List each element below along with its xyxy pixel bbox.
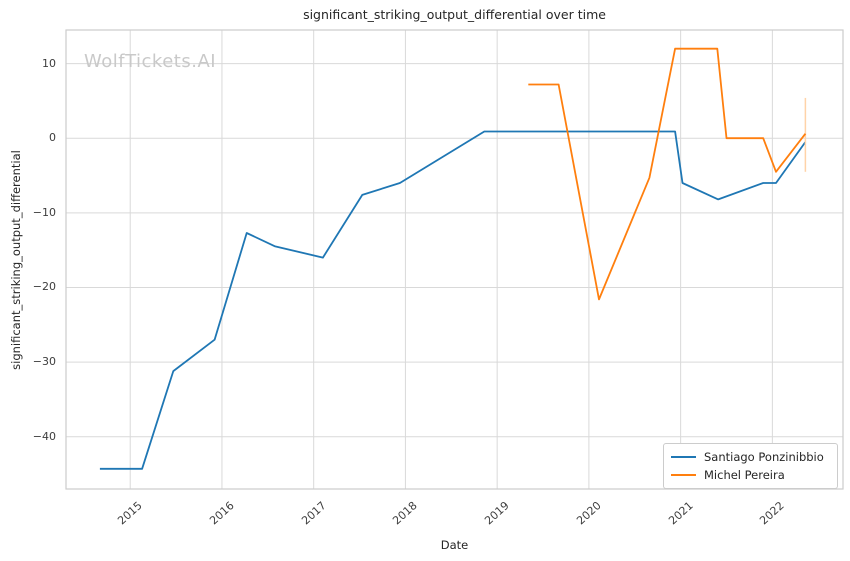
legend-line-swatch-icon [671,474,696,476]
legend-label: Santiago Ponzinibbio [704,450,824,464]
watermark: WolfTickets.AI [84,51,217,72]
y-tick-label: 10 [42,56,56,70]
legend: Santiago Ponzinibbio Michel Pereira [663,443,838,489]
legend-line-swatch-icon [671,456,696,458]
legend-label: Michel Pereira [704,468,785,482]
x-axis-label: Date [440,538,469,552]
legend-item-santiago-ponzinibbio: Santiago Ponzinibbio [671,448,830,466]
y-tick-label: −20 [32,280,56,294]
chart-title: significant_striking_output_differential… [303,7,606,22]
y-tick-label: 0 [49,131,56,145]
legend-item-michel-pereira: Michel Pereira [671,466,830,484]
y-tick-label: −30 [32,355,56,369]
plot-border [65,29,844,490]
y-tick-label: −40 [32,429,56,443]
y-axis-label: significant_striking_output_differential [9,150,23,370]
series-line-michel-pereira [528,47,807,301]
series-line-santiago-ponzinibbio [99,130,807,470]
y-tick-label: −10 [32,205,56,219]
